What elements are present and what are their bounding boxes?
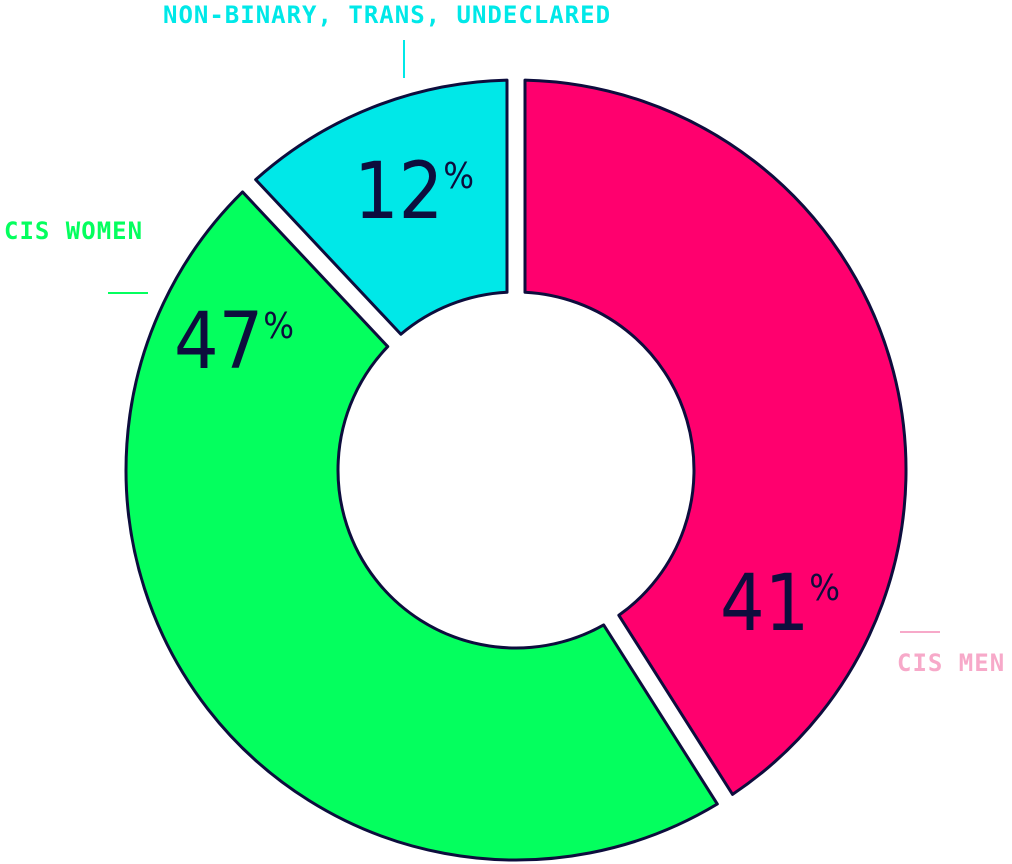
donut-slices bbox=[126, 80, 906, 860]
legend-cis-men-label: CIS MEN bbox=[897, 649, 1005, 677]
legend-cis-women-label: CIS WOMEN bbox=[4, 217, 143, 245]
legend-non-binary-label: NON-BINARY, TRANS, UNDECLARED bbox=[163, 1, 611, 29]
